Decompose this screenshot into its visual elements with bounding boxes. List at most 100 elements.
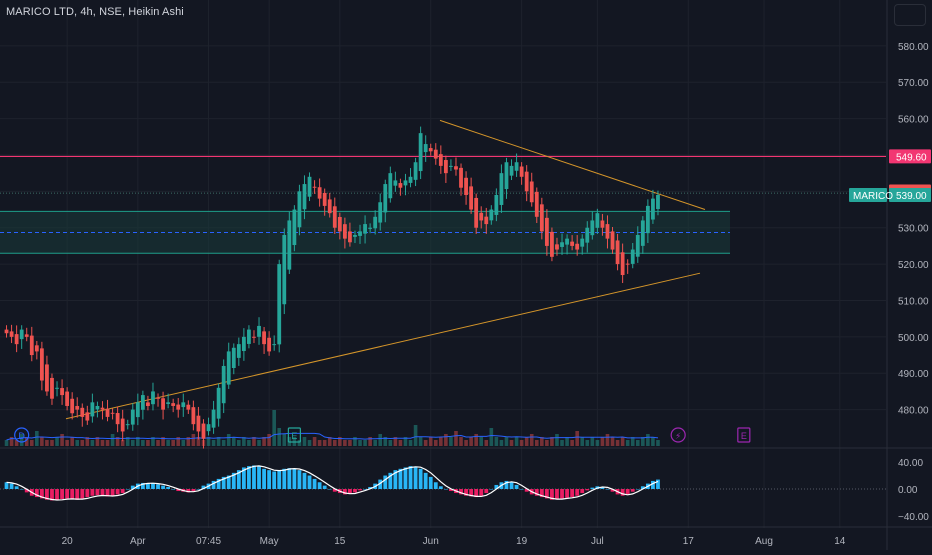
candle-body	[534, 191, 539, 217]
candle-body	[504, 162, 509, 190]
volume-bar	[226, 434, 231, 446]
candle-body	[464, 177, 468, 195]
event-marker[interactable]: ⚡	[670, 427, 686, 443]
volume-bar	[575, 431, 579, 446]
candle	[257, 317, 261, 345]
volume-bar	[19, 434, 24, 446]
candle-body	[656, 194, 660, 210]
candle	[348, 222, 352, 247]
volume-bar	[85, 437, 90, 446]
volume-bar	[509, 440, 514, 446]
candle-body	[625, 263, 630, 265]
price-tick-label: 530.00	[898, 224, 929, 235]
candle	[413, 157, 418, 187]
grid-lines	[0, 0, 886, 528]
candle	[544, 209, 549, 256]
volume-bar	[449, 437, 453, 446]
volume-bar	[45, 440, 49, 446]
volume-bar	[252, 437, 256, 446]
price-tag-value: 539.00	[896, 191, 927, 202]
candle-body	[474, 197, 479, 228]
candle	[322, 188, 327, 216]
osc-bar	[247, 466, 251, 489]
osc-bar	[287, 468, 292, 489]
osc-bar	[555, 489, 559, 500]
candle	[509, 159, 514, 181]
candle-body	[201, 423, 206, 439]
volume-bar	[206, 437, 211, 446]
candle	[156, 393, 160, 407]
candle	[565, 234, 569, 255]
osc-bar	[302, 472, 307, 489]
osc-bar	[252, 465, 256, 489]
candle	[651, 189, 655, 224]
osc-bar	[514, 484, 519, 489]
event-marker[interactable]: E	[287, 427, 301, 443]
event-marker[interactable]: E	[737, 427, 751, 443]
volume-bar	[181, 440, 186, 446]
osc-bar	[257, 466, 261, 489]
osc-bar	[80, 489, 85, 499]
osc-bar	[550, 489, 554, 500]
chart-title: MARICO LTD, 4h, NSE, Heikin Ashi	[6, 6, 184, 18]
osc-bar	[277, 470, 282, 489]
candle-body	[262, 331, 266, 345]
candle-body	[151, 391, 155, 405]
osc-bar	[640, 486, 645, 489]
candle	[342, 217, 347, 249]
candle	[620, 243, 625, 284]
candle-body	[110, 412, 115, 414]
event-marker-letter: ⚡	[675, 431, 681, 441]
candle	[252, 330, 256, 344]
candle-body	[100, 407, 105, 410]
volume-bar	[550, 437, 554, 446]
candle-body	[494, 194, 499, 215]
volume-bar	[90, 440, 95, 446]
candle-body	[519, 166, 524, 177]
volume-bar	[484, 440, 489, 446]
osc-bar	[39, 489, 44, 499]
candle-body	[353, 235, 357, 237]
volume-bar	[408, 440, 413, 446]
volume-bar	[595, 440, 600, 446]
candle-body	[226, 351, 231, 385]
candle-body	[241, 336, 246, 352]
osc-bar	[332, 489, 337, 492]
volume-bar	[529, 434, 534, 446]
candle	[428, 143, 433, 156]
descending-trendline	[439, 119, 706, 211]
candle	[60, 379, 64, 405]
volume-bar	[317, 440, 322, 446]
event-marker-letter: E	[741, 431, 747, 441]
osc-bar	[211, 480, 216, 489]
candle-body	[231, 347, 236, 369]
osc-bar	[438, 486, 443, 489]
osc-bar	[378, 479, 383, 489]
osc-bar	[95, 489, 100, 496]
osc-bar	[585, 489, 590, 491]
candle	[438, 145, 443, 174]
volume-bar	[40, 437, 44, 446]
candle	[34, 340, 39, 360]
chart-settings-button[interactable]	[894, 4, 926, 26]
candle-body	[529, 181, 534, 203]
candle	[85, 405, 90, 425]
candle	[484, 207, 489, 234]
volume-bar	[353, 437, 357, 446]
candle	[449, 159, 453, 171]
volume-bar	[378, 434, 383, 446]
osc-bar	[418, 468, 423, 489]
volume-bar	[211, 440, 216, 446]
candle	[75, 397, 80, 418]
volume-bar	[504, 437, 509, 446]
time-tick-label: May	[260, 536, 279, 547]
volume-bar	[615, 440, 620, 446]
volume-bar	[646, 434, 650, 446]
candle	[373, 210, 378, 235]
candle-body	[322, 192, 327, 206]
candle	[176, 398, 181, 418]
event-marker[interactable]: D	[14, 427, 30, 443]
osc-bar	[635, 489, 640, 490]
